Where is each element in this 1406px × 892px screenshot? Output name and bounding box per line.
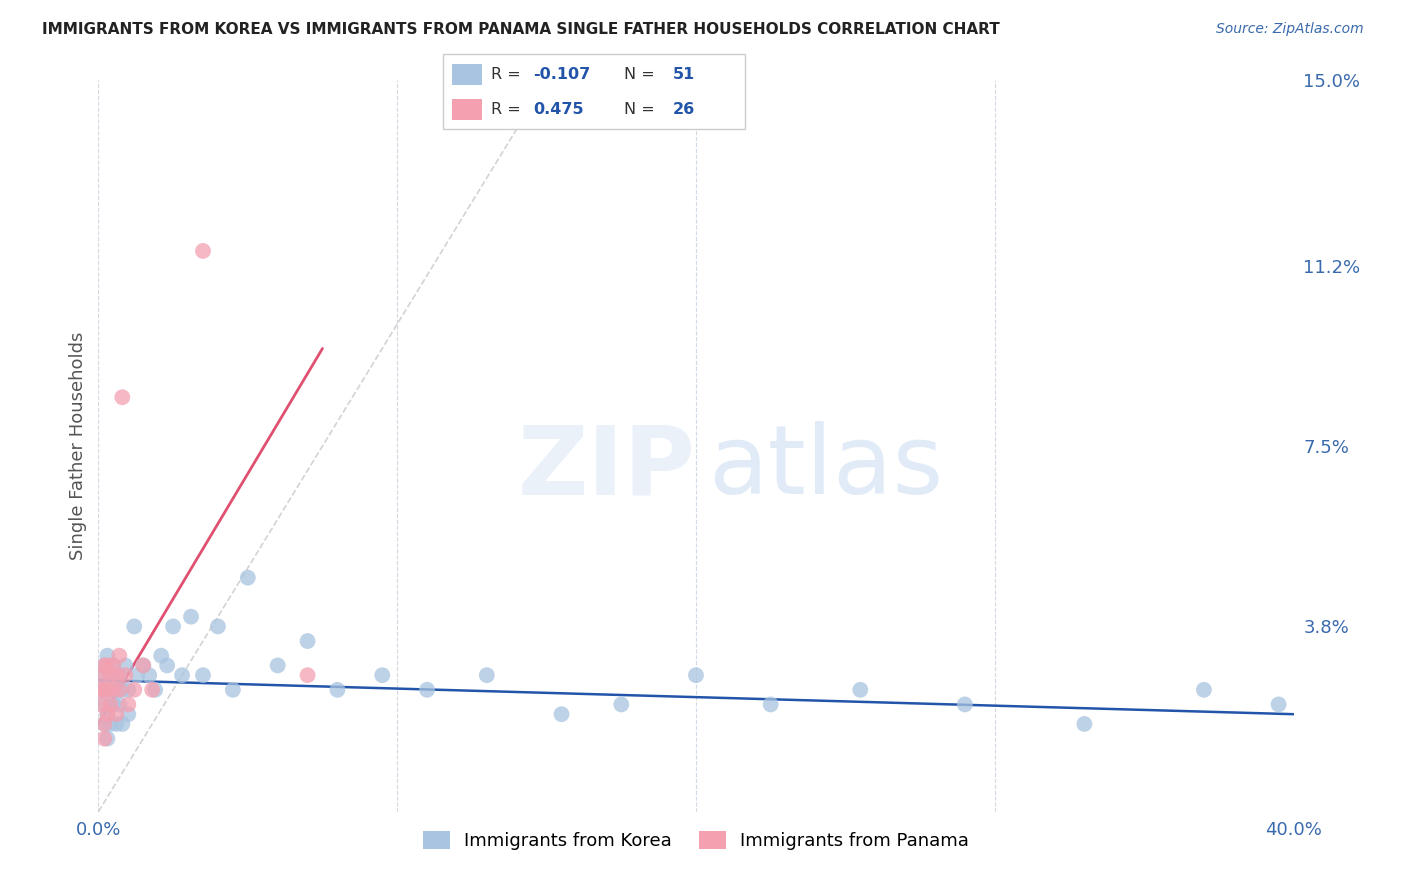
Point [90,668,112,682]
Text: N =: N = [624,67,655,82]
Point [93,717,115,731]
Point [93,731,115,746]
Bar [451,64,482,86]
Point [108,698,131,712]
Point [98,717,122,731]
Point [326,682,349,697]
Point [108,648,131,663]
Bar [451,99,482,120]
Point [93,658,115,673]
Point [475,668,498,682]
Point [111,717,134,731]
Point [371,668,394,682]
Point [138,668,160,682]
Point [93,682,115,697]
Point [96,707,118,722]
Point [117,682,139,697]
Point [98,698,122,712]
Point [1192,682,1215,697]
FancyBboxPatch shape [443,54,745,129]
Point [191,244,214,258]
Point [105,682,128,697]
Point [143,682,166,697]
Point [141,682,163,697]
Text: ZIP: ZIP [517,421,696,515]
Point [162,619,184,633]
Point [90,682,112,697]
Point [90,668,112,682]
Point [124,682,146,697]
Point [114,658,136,673]
Text: R =: R = [491,102,522,117]
Point [127,668,149,682]
Point [98,668,122,682]
Point [103,658,125,673]
Point [610,698,633,712]
Point [1073,717,1095,731]
Point [103,682,125,697]
Text: 26: 26 [672,102,695,117]
Point [236,571,259,585]
Point [114,668,136,682]
Point [103,698,125,712]
Y-axis label: Single Father Households: Single Father Households [69,332,87,560]
Text: R =: R = [491,67,522,82]
Point [685,668,707,682]
Point [98,682,122,697]
Point [267,658,290,673]
Point [90,682,112,697]
Text: Source: ZipAtlas.com: Source: ZipAtlas.com [1216,22,1364,37]
Point [297,668,319,682]
Point [111,682,134,697]
Text: IMMIGRANTS FROM KOREA VS IMMIGRANTS FROM PANAMA SINGLE FATHER HOUSEHOLDS CORRELA: IMMIGRANTS FROM KOREA VS IMMIGRANTS FROM… [42,22,1000,37]
Point [172,668,194,682]
Point [105,668,128,682]
Point [96,658,118,673]
Point [180,609,202,624]
Text: 51: 51 [672,67,695,82]
Point [297,634,319,648]
Point [96,731,118,746]
Point [849,682,872,697]
Point [124,619,146,633]
Point [416,682,439,697]
Point [98,668,122,682]
Point [150,648,173,663]
Text: N =: N = [624,102,655,117]
Point [108,682,131,697]
Point [1267,698,1289,712]
Point [759,698,782,712]
Point [117,698,139,712]
Point [111,390,134,404]
Point [191,668,214,682]
Point [93,717,115,731]
Point [132,658,155,673]
Point [132,658,155,673]
Point [96,648,118,663]
Point [93,698,115,712]
Text: 0.475: 0.475 [534,102,585,117]
Point [105,707,128,722]
Point [207,619,229,633]
Point [96,707,118,722]
Point [108,668,131,682]
Point [105,717,128,731]
Point [96,682,118,697]
Point [953,698,976,712]
Point [117,707,139,722]
Point [90,698,112,712]
Point [93,658,115,673]
Point [222,682,245,697]
Text: -0.107: -0.107 [534,67,591,82]
Point [550,707,572,722]
Point [156,658,179,673]
Point [103,658,125,673]
Text: atlas: atlas [709,421,943,515]
Legend: Immigrants from Korea, Immigrants from Panama: Immigrants from Korea, Immigrants from P… [415,823,977,857]
